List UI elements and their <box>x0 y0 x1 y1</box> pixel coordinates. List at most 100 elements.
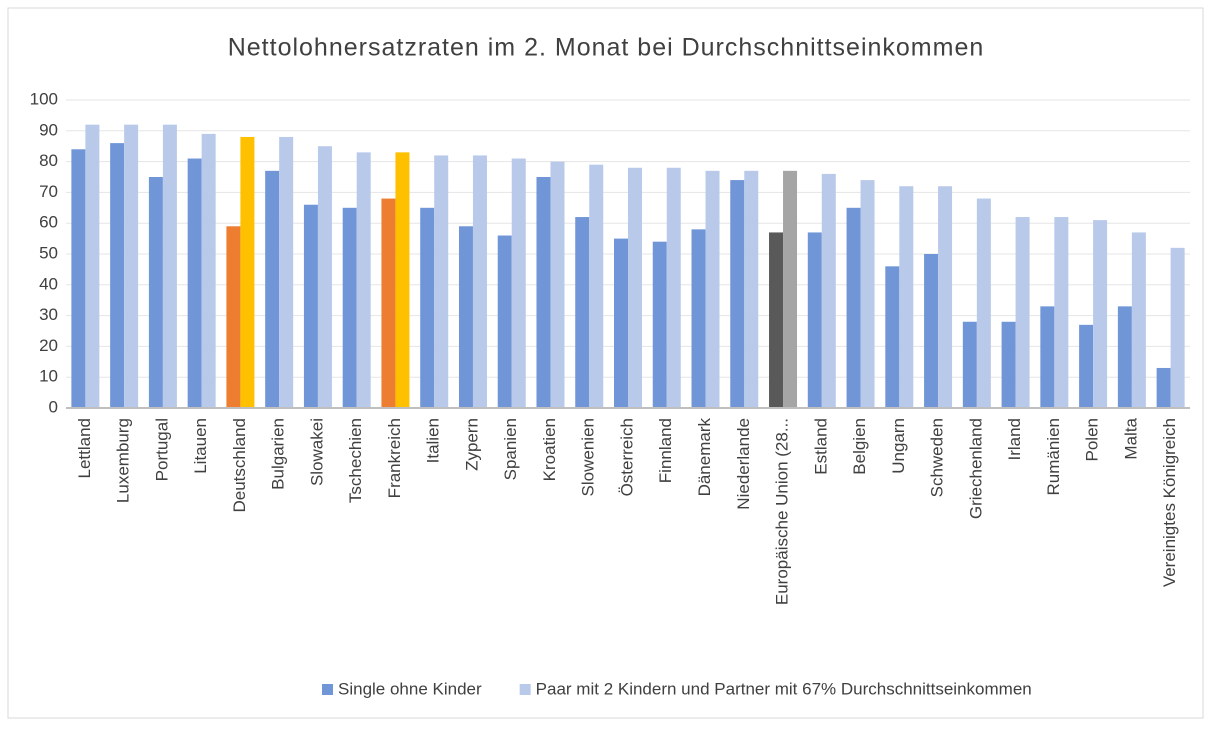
x-tick-label: Portugal <box>152 418 171 481</box>
x-tick-label: Spanien <box>501 418 520 480</box>
bar <box>1156 367 1171 408</box>
bar <box>744 170 759 408</box>
bar <box>1040 306 1055 408</box>
x-tick-label: Niederlande <box>734 418 753 510</box>
bar <box>589 164 604 408</box>
x-tick-label: Bulgarien <box>269 418 288 490</box>
bar <box>497 235 512 408</box>
bar <box>342 207 357 408</box>
x-tick-label: Dänemark <box>695 418 714 497</box>
bar <box>1131 232 1146 408</box>
bar <box>187 158 202 408</box>
bar <box>976 198 991 408</box>
y-tick-label: 0 <box>49 397 58 416</box>
bar <box>666 167 681 408</box>
bar <box>1170 247 1185 408</box>
bar <box>924 254 939 408</box>
bar <box>226 226 241 408</box>
bar <box>162 124 177 408</box>
x-tick-label: Estland <box>811 418 830 475</box>
bar <box>899 186 914 408</box>
x-tick-label: Frankreich <box>385 418 404 498</box>
bar <box>730 180 745 408</box>
bar <box>575 217 590 408</box>
bar <box>110 143 125 408</box>
chart-title: Nettolohnersatzraten im 2. Monat bei Dur… <box>228 34 985 62</box>
bar <box>1001 321 1016 408</box>
x-tick-label: Deutschland <box>230 418 249 513</box>
legend-swatch <box>322 684 333 695</box>
bar <box>536 177 551 408</box>
bar <box>317 146 332 408</box>
x-tick-label: Europäische Union (28... <box>773 418 792 605</box>
bar <box>705 170 720 408</box>
bar <box>769 232 784 408</box>
bar <box>71 149 86 408</box>
bar <box>807 232 822 408</box>
x-tick-label: Luxemburg <box>114 418 133 503</box>
bar <box>148 177 163 408</box>
bar <box>201 133 216 408</box>
x-tick-label: Lettland <box>75 418 94 479</box>
bar <box>1093 220 1108 408</box>
x-tick-label: Zypern <box>462 418 481 471</box>
y-tick-label: 40 <box>39 274 58 293</box>
y-tick-label: 20 <box>39 336 58 355</box>
legend-label: Paar mit 2 Kindern und Partner mit 67% D… <box>536 679 1032 698</box>
bar <box>472 155 487 408</box>
bar <box>614 238 628 408</box>
bar <box>124 124 139 408</box>
x-tick-label: Litauen <box>191 418 210 474</box>
x-tick-label: Kroatien <box>540 418 559 481</box>
bar <box>860 180 875 408</box>
legend-swatch <box>519 684 531 695</box>
bar <box>434 155 449 408</box>
y-tick-label: 10 <box>39 367 58 386</box>
bar <box>279 136 294 408</box>
x-tick-label: Rumänien <box>1044 418 1063 496</box>
bar <box>846 207 861 408</box>
x-tick-label: Polen <box>1083 418 1102 461</box>
y-tick-label: 90 <box>39 120 58 139</box>
y-tick-label: 30 <box>39 305 58 324</box>
x-tick-label: Belgien <box>850 418 869 475</box>
x-tick-label: Österreich <box>617 418 636 496</box>
bar <box>395 152 410 408</box>
bar <box>85 124 100 408</box>
bar <box>1015 217 1030 408</box>
bar <box>652 241 667 408</box>
bar <box>550 161 565 408</box>
x-tick-label: Finnland <box>656 418 675 483</box>
x-tick-label: Vereinigtes Königreich <box>1160 418 1179 587</box>
bar <box>458 226 473 408</box>
bar <box>303 204 318 408</box>
bar <box>381 198 396 408</box>
bar <box>691 229 706 408</box>
x-tick-label: Tschechien <box>346 418 365 503</box>
bar <box>420 207 435 408</box>
bar <box>1117 306 1132 408</box>
x-tick-label: Schweden <box>928 418 947 497</box>
x-tick-label: Irland <box>1005 418 1024 461</box>
bar <box>962 321 977 408</box>
x-tick-label: Ungarn <box>889 418 908 474</box>
bar <box>356 152 371 408</box>
x-tick-label: Italien <box>424 418 443 463</box>
bar <box>628 167 642 408</box>
legend-label: Single ohne Kinder <box>338 679 482 698</box>
bar <box>511 158 526 408</box>
x-tick-label: Griechenland <box>966 418 985 519</box>
x-tick-label: Slowakei <box>307 418 326 486</box>
bar <box>240 136 255 408</box>
bar <box>265 170 280 408</box>
y-tick-label: 100 <box>30 89 58 108</box>
x-tick-label: Slowenien <box>579 418 598 496</box>
bar <box>1054 217 1069 408</box>
y-tick-label: 60 <box>39 213 58 232</box>
y-tick-label: 80 <box>39 151 58 170</box>
bar <box>783 170 798 408</box>
bar <box>885 266 900 408</box>
bar <box>938 186 953 408</box>
x-tick-label: Malta <box>1121 417 1140 459</box>
